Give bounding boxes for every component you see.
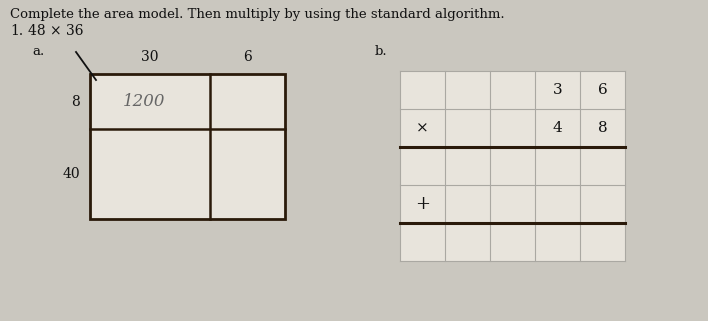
Text: ×: × <box>416 121 429 135</box>
Text: 40: 40 <box>62 167 80 181</box>
Text: a.: a. <box>32 45 44 58</box>
Text: 6: 6 <box>243 50 252 64</box>
Text: 30: 30 <box>142 50 159 64</box>
Text: 6: 6 <box>598 83 607 97</box>
Text: 8: 8 <box>72 94 80 108</box>
Text: 8: 8 <box>598 121 607 135</box>
Text: 1.: 1. <box>10 24 23 38</box>
Text: b.: b. <box>375 45 387 58</box>
Bar <box>90 74 285 219</box>
Text: 3: 3 <box>553 83 562 97</box>
Text: Complete the area model. Then multiply by using the standard algorithm.: Complete the area model. Then multiply b… <box>10 8 505 21</box>
Text: 4: 4 <box>553 121 562 135</box>
Text: 48 × 36: 48 × 36 <box>28 24 84 38</box>
Text: 1200: 1200 <box>122 93 165 110</box>
Bar <box>400 71 625 261</box>
Bar <box>90 74 285 219</box>
Text: +: + <box>415 195 430 213</box>
